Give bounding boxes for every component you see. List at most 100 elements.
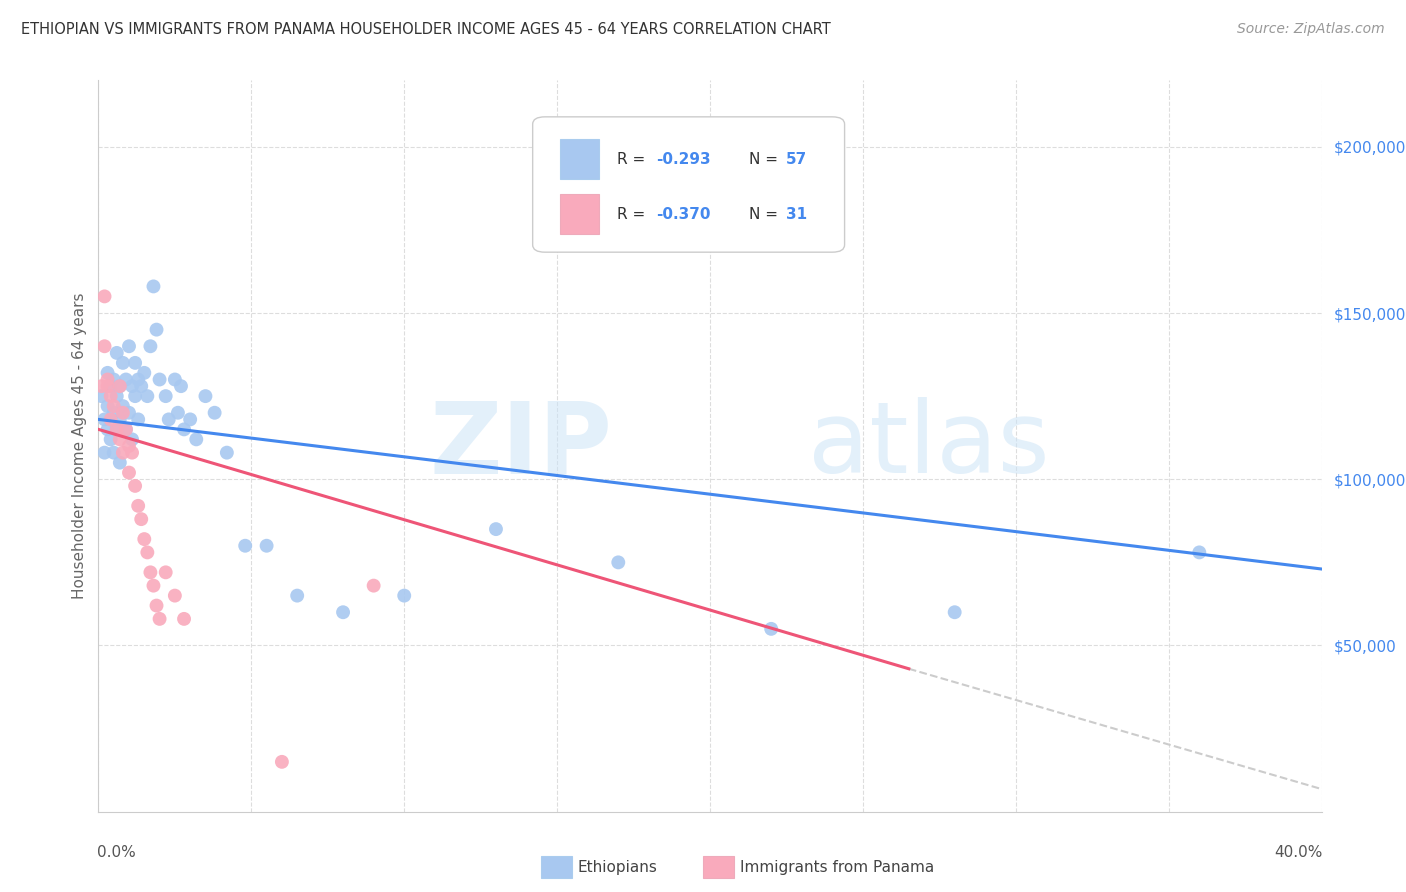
Text: N =: N =: [749, 207, 783, 221]
FancyBboxPatch shape: [560, 139, 599, 179]
Point: [134, 366, 156, 380]
Point: [155, 389, 177, 403]
Point: [129, 512, 152, 526]
Point: [392, 589, 416, 603]
Text: Immigrants from Panama: Immigrants from Panama: [740, 860, 934, 874]
Point: [100, 389, 122, 403]
Point: [115, 372, 138, 386]
Text: R =: R =: [617, 207, 650, 221]
Point: [105, 422, 128, 436]
Point: [170, 379, 193, 393]
Point: [103, 399, 125, 413]
Point: [186, 433, 208, 447]
Point: [363, 579, 385, 593]
Point: [90, 389, 112, 403]
Point: [115, 422, 138, 436]
Point: [179, 412, 201, 426]
Point: [149, 612, 172, 626]
FancyBboxPatch shape: [533, 117, 845, 252]
Point: [215, 445, 238, 459]
Point: [145, 323, 167, 337]
Text: 0.0%: 0.0%: [97, 845, 136, 860]
Text: Source: ZipAtlas.com: Source: ZipAtlas.com: [1237, 22, 1385, 37]
Point: [105, 346, 128, 360]
Point: [97, 366, 120, 380]
Point: [332, 605, 354, 619]
Point: [97, 422, 120, 436]
Point: [118, 406, 141, 420]
Point: [139, 566, 162, 580]
Point: [136, 545, 159, 559]
Point: [155, 566, 177, 580]
Text: ZIP: ZIP: [429, 398, 612, 494]
Point: [118, 439, 141, 453]
Point: [124, 389, 146, 403]
Point: [121, 433, 143, 447]
FancyBboxPatch shape: [560, 194, 599, 235]
Point: [121, 445, 143, 459]
Text: ETHIOPIAN VS IMMIGRANTS FROM PANAMA HOUSEHOLDER INCOME AGES 45 - 64 YEARS CORREL: ETHIOPIAN VS IMMIGRANTS FROM PANAMA HOUS…: [21, 22, 831, 37]
Point: [93, 445, 115, 459]
Text: R =: R =: [617, 152, 650, 167]
Point: [108, 412, 131, 426]
Point: [173, 422, 195, 436]
Text: atlas: atlas: [808, 398, 1049, 494]
Point: [142, 579, 165, 593]
Point: [256, 539, 278, 553]
Point: [943, 605, 966, 619]
Point: [108, 379, 131, 393]
Point: [142, 279, 165, 293]
Point: [607, 555, 630, 569]
Point: [139, 339, 162, 353]
Point: [485, 522, 508, 536]
Point: [285, 589, 308, 603]
Text: 57: 57: [786, 152, 807, 167]
Text: N =: N =: [749, 152, 783, 167]
Point: [97, 372, 120, 386]
Point: [105, 422, 128, 436]
Text: -0.370: -0.370: [657, 207, 710, 221]
Point: [127, 499, 149, 513]
Point: [100, 412, 122, 426]
Point: [118, 466, 141, 480]
Point: [97, 379, 120, 393]
Point: [90, 379, 112, 393]
Point: [93, 339, 115, 353]
Point: [103, 445, 125, 459]
Point: [111, 406, 134, 420]
Y-axis label: Householder Income Ages 45 - 64 years: Householder Income Ages 45 - 64 years: [72, 293, 87, 599]
Point: [124, 356, 146, 370]
Point: [121, 379, 143, 393]
Point: [124, 479, 146, 493]
Point: [111, 399, 134, 413]
Point: [97, 399, 120, 413]
Text: 40.0%: 40.0%: [1274, 845, 1323, 860]
Point: [127, 372, 149, 386]
Point: [204, 406, 226, 420]
Point: [105, 389, 128, 403]
Point: [163, 589, 186, 603]
Point: [163, 372, 186, 386]
Point: [136, 389, 159, 403]
Point: [108, 379, 131, 393]
Point: [111, 356, 134, 370]
Point: [149, 372, 172, 386]
Text: Ethiopians: Ethiopians: [578, 860, 658, 874]
Point: [108, 456, 131, 470]
Text: -0.293: -0.293: [657, 152, 711, 167]
Point: [93, 412, 115, 426]
Point: [100, 379, 122, 393]
Point: [759, 622, 782, 636]
Text: 31: 31: [786, 207, 807, 221]
Point: [93, 289, 115, 303]
Point: [108, 433, 131, 447]
Point: [167, 406, 190, 420]
Point: [129, 379, 152, 393]
Point: [173, 612, 195, 626]
Point: [233, 539, 256, 553]
Point: [115, 422, 138, 436]
Point: [118, 339, 141, 353]
Point: [157, 412, 180, 426]
Point: [194, 389, 217, 403]
Point: [100, 433, 122, 447]
